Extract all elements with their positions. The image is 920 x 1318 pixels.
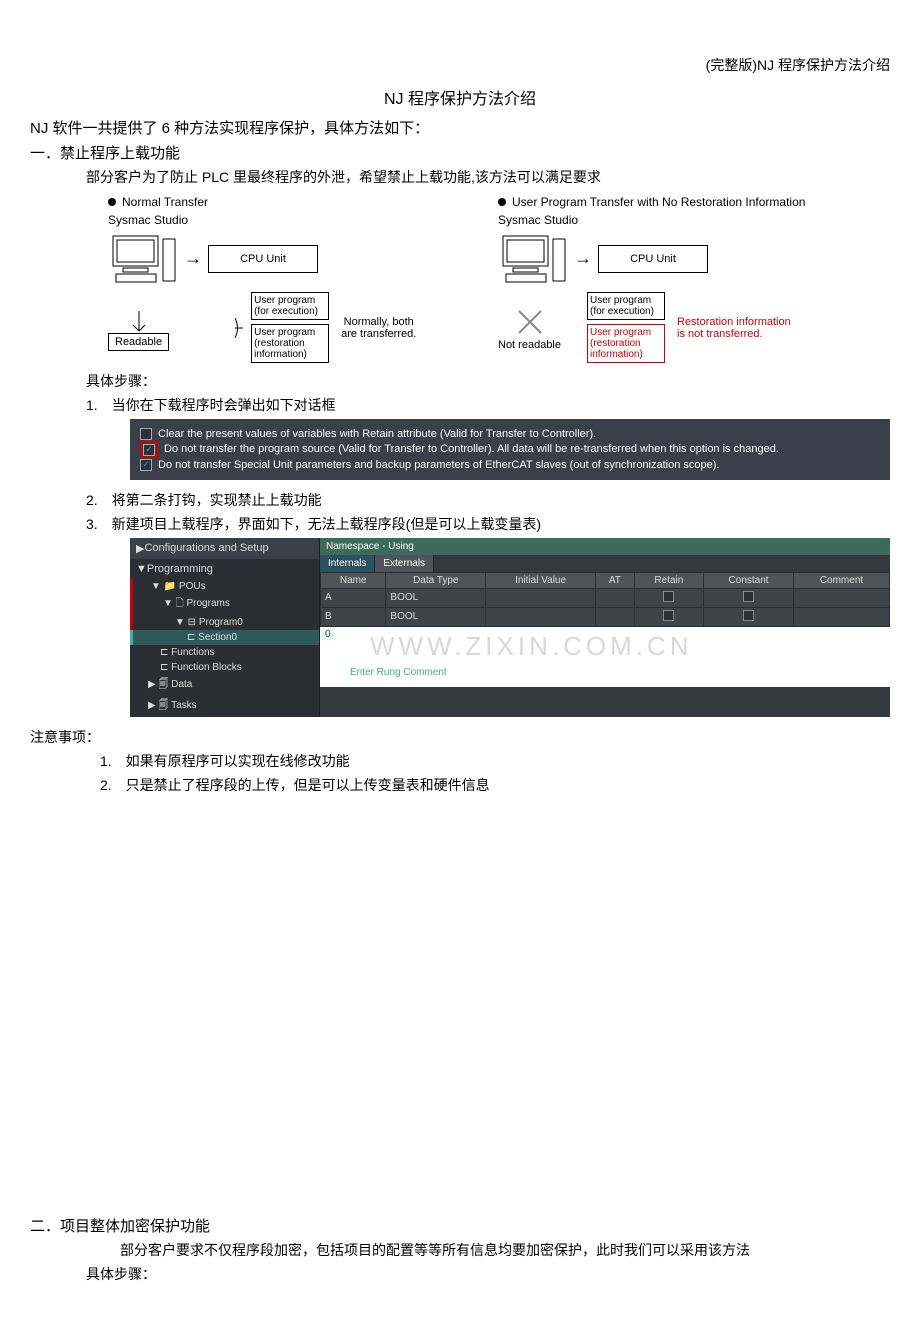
up-arrow-icon — [124, 305, 154, 333]
paper-rest-right: User program (restoration information) — [587, 324, 665, 363]
notreadable-label: Not readable — [498, 339, 561, 351]
col-type: Data Type — [386, 572, 486, 588]
section2-heading: 二．项目整体加密保护功能 — [30, 1215, 890, 1236]
pc-icon — [498, 231, 568, 286]
cpu-label-left: CPU Unit — [208, 245, 318, 273]
tree-tasks[interactable]: ▶ 🗐 Tasks — [130, 696, 319, 717]
cpu-label-right: CPU Unit — [598, 245, 708, 273]
project-tree: ▶ Configurations and Setup ▼ Programming… — [130, 538, 320, 717]
retain-checkbox[interactable] — [140, 428, 152, 440]
rest-not-label: Restoration information is not transferr… — [677, 316, 791, 340]
sysmac-label-left: Sysmac Studio — [108, 213, 498, 227]
step3: 3. 新建项目上载程序，界面如下，无法上载程序段(但是可以上载变量表) — [30, 514, 890, 534]
col-at: AT — [596, 572, 635, 588]
readable-label: Readable — [108, 333, 169, 351]
transfer-diagram: Normal Transfer Sysmac Studio → CPU Unit… — [108, 195, 888, 365]
tab-externals[interactable]: Externals — [375, 555, 434, 572]
not-readable-icon — [513, 305, 547, 339]
section1-desc: 部分客户为了防止 PLC 里最终程序的外泄，希望禁止上载功能,该方法可以满足要求 — [30, 167, 890, 187]
tree-functions[interactable]: ⊏ Functions — [130, 645, 319, 660]
watermark: WWW.ZIXIN.COM.CN — [370, 631, 693, 662]
tree-prog-node[interactable]: ▼ Programming — [130, 559, 319, 579]
transfer-options-dialog: Clear the present values of variables wi… — [130, 419, 890, 480]
curly-icon — [205, 318, 245, 338]
section1-heading: 一．禁止程序上载功能 — [30, 142, 890, 163]
normally-label: Normally, both are transferred. — [341, 316, 416, 340]
notes-head: 注意事项： — [30, 727, 890, 747]
table-row[interactable]: ABOOL — [321, 588, 890, 607]
sysmac-label-right: Sysmac Studio — [498, 213, 888, 227]
table-row[interactable]: BBOOL — [321, 607, 890, 626]
tree-data[interactable]: ▶ 🗐 Data — [130, 675, 319, 696]
col-init: Initial Value — [486, 572, 596, 588]
retain-label: Clear the present values of variables wi… — [158, 428, 596, 440]
const-chk[interactable] — [743, 610, 754, 621]
col-const: Constant — [704, 572, 794, 588]
step2: 2. 将第二条打钩，实现禁止上载功能 — [30, 490, 890, 510]
tree-program0[interactable]: ▼ ⊟ Program0 — [130, 615, 319, 630]
arrow-icon: → — [184, 248, 202, 269]
pc-icon — [108, 231, 178, 286]
bullet-icon — [498, 198, 506, 206]
col-comment: Comment — [793, 572, 889, 588]
step1: 1. 当你在下载程序时会弹出如下对话框 — [30, 395, 890, 415]
variable-table: Name Data Type Initial Value AT Retain C… — [320, 572, 890, 627]
bullet-icon — [108, 198, 116, 206]
rung-number: 0 — [322, 629, 334, 640]
norest-label: User Program Transfer with No Restoratio… — [512, 195, 805, 209]
col-retain: Retain — [634, 572, 703, 588]
paper-rest-left: User program (restoration information) — [251, 324, 329, 363]
norest-transfer-panel: User Program Transfer with No Restoratio… — [498, 195, 888, 365]
nospecial-label: Do not transfer Special Unit parameters … — [158, 459, 719, 471]
note2: 2. 只是禁止了程序段的上传，但是可以上传变量表和硬件信息 — [30, 775, 890, 795]
tree-fb[interactable]: ⊏ Function Blocks — [130, 660, 319, 675]
paper-exec-left: User program (for execution) — [251, 292, 329, 320]
normal-transfer-panel: Normal Transfer Sysmac Studio → CPU Unit… — [108, 195, 498, 365]
page-title: NJ 程序保护方法介绍 — [30, 85, 890, 109]
nosource-label: Do not transfer the program source (Vali… — [164, 443, 779, 455]
page-header: (完整版)NJ 程序保护方法介绍 — [30, 55, 890, 75]
note1: 1. 如果有原程序可以实现在线修改功能 — [30, 751, 890, 771]
tree-pous[interactable]: ▼ 📁 POUs — [130, 579, 319, 594]
editor-pane: Namespace - Using Internals Externals Na… — [320, 538, 890, 717]
tree-section0[interactable]: ⊏ Section0 — [130, 630, 319, 645]
intro: NJ 软件一共提供了 6 种方法实现程序保护，具体方法如下： — [30, 117, 890, 138]
tree-config-node[interactable]: ▶ Configurations and Setup — [130, 538, 319, 559]
studio-screenshot: ▶ Configurations and Setup ▼ Programming… — [130, 538, 890, 717]
const-chk[interactable] — [743, 591, 754, 602]
tree-programs[interactable]: ▼ 🗋 Programs — [130, 594, 319, 615]
section2-steps: 具体步骤： — [30, 1264, 890, 1284]
steps-head: 具体步骤： — [30, 371, 890, 391]
highlight-frame — [140, 441, 158, 458]
col-name: Name — [321, 572, 386, 588]
paper-exec-right: User program (for execution) — [587, 292, 665, 320]
retain-chk[interactable] — [663, 591, 674, 602]
ladder-area[interactable]: 0 WWW.ZIXIN.COM.CN Enter Rung Comment — [320, 627, 890, 687]
normal-label: Normal Transfer — [122, 195, 208, 209]
nosource-checkbox[interactable] — [143, 444, 155, 456]
retain-chk[interactable] — [663, 610, 674, 621]
arrow-icon: → — [574, 248, 592, 269]
nospecial-checkbox[interactable] — [140, 459, 152, 471]
rung-comment: Enter Rung Comment — [350, 667, 447, 678]
tab-internals[interactable]: Internals — [320, 555, 375, 572]
namespace-bar: Namespace - Using — [320, 538, 890, 555]
section2-desc: 部分客户要求不仅程序段加密，包括项目的配置等等所有信息均要加密保护，此时我们可以… — [30, 1240, 890, 1260]
